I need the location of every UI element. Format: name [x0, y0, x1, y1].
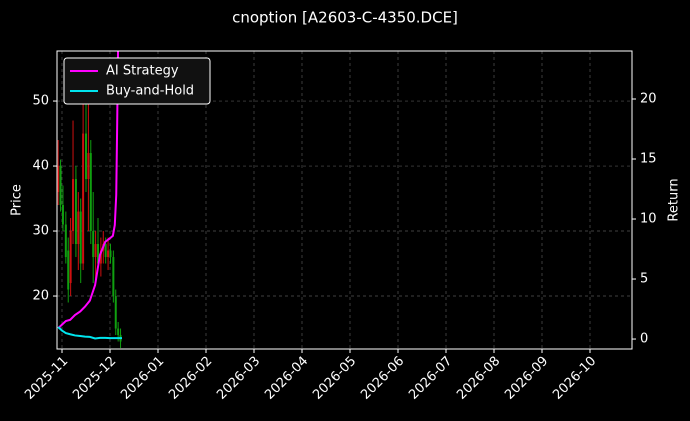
y2-axis-label: Return [667, 178, 682, 221]
candle-body [87, 153, 90, 180]
y2-tick-label: 10 [640, 212, 657, 227]
y-axis-label: Price [10, 184, 25, 216]
candle-body [61, 205, 64, 225]
candle-body [84, 133, 87, 180]
candle-body [117, 328, 120, 336]
y2-tick-label: 20 [640, 92, 657, 107]
candle-body [64, 224, 67, 258]
series-line [57, 326, 122, 340]
candle-body [59, 166, 62, 206]
candle-body [104, 244, 107, 258]
candle-body [99, 250, 102, 264]
legend-box [63, 57, 211, 105]
candle-body [92, 231, 95, 258]
candle-body [96, 244, 99, 264]
y-tick-label: 30 [32, 224, 49, 239]
legend-label: Buy-and-Hold [106, 84, 194, 99]
candle-body [82, 133, 85, 264]
candle-body [107, 250, 110, 258]
chart-title: cnoption [A2603-C-4350.DCE] [232, 9, 458, 27]
plot-frame [56, 50, 633, 350]
legend-label: AI Strategy [106, 64, 179, 79]
y2-tick-label: 0 [640, 332, 648, 347]
candle-body [67, 250, 70, 290]
y-tick-label: 20 [32, 289, 49, 304]
y-tick-label: 50 [32, 94, 49, 109]
candle-body [74, 179, 77, 245]
candle-body [72, 179, 75, 232]
y2-tick-label: 5 [640, 272, 648, 287]
y-tick-label: 40 [32, 159, 49, 174]
candle-body [94, 244, 97, 258]
candle-body [57, 166, 60, 193]
candle-body [114, 296, 117, 329]
series-line [57, 51, 120, 329]
candle-body [69, 231, 72, 284]
candle-body [77, 211, 80, 245]
candle-body [112, 257, 115, 297]
candle-body [109, 250, 112, 258]
y2-tick-label: 15 [640, 152, 657, 167]
candle-body [79, 211, 82, 264]
candle-body [89, 153, 92, 232]
